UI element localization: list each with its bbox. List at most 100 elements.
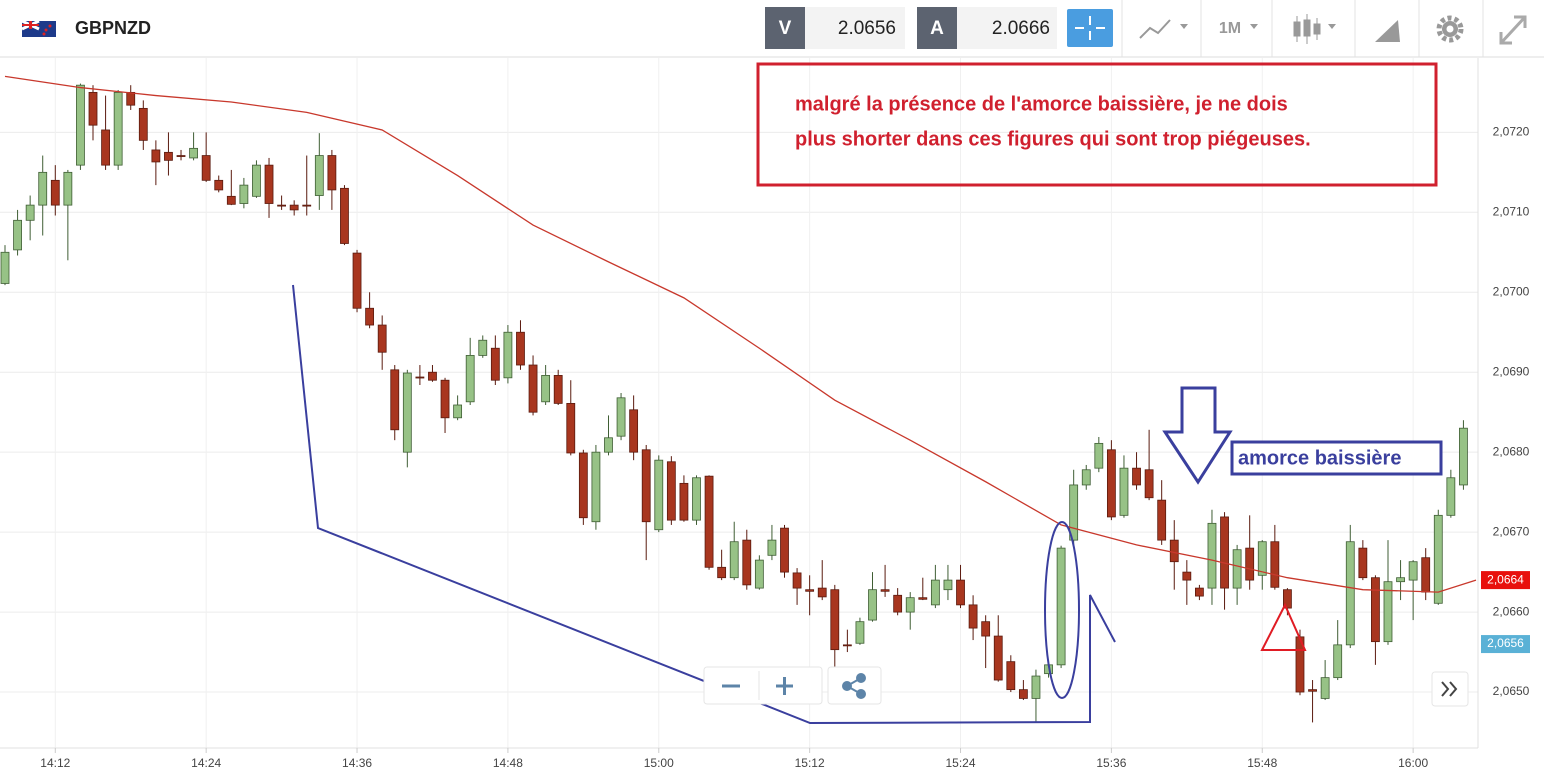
candle-body (842, 644, 852, 647)
y-tick-label: 2,0700 (1493, 284, 1530, 298)
candle-body (566, 402, 576, 454)
price-tag (1481, 571, 1530, 590)
y-tick-label: 2,0670 (1493, 524, 1530, 538)
candle-body (1308, 689, 1317, 692)
x-tick-label: 15:12 (795, 756, 825, 770)
x-tick-label: 14:12 (40, 756, 70, 770)
expand-button[interactable] (1499, 15, 1527, 45)
moving-average (4, 75, 1477, 593)
timeframe[interactable]: 1M (1219, 20, 1241, 37)
candle-body (390, 369, 400, 431)
candle-body (578, 452, 588, 519)
red-triangle (1260, 602, 1307, 651)
candle-body (1106, 449, 1116, 518)
share-icon (842, 673, 866, 699)
share-button[interactable] (827, 666, 882, 705)
ask-badge[interactable] (917, 7, 957, 49)
ask-box[interactable] (957, 7, 1057, 49)
candle-body (729, 541, 739, 579)
candle-body (264, 164, 274, 204)
candle-body (981, 621, 991, 637)
candle-body (189, 147, 198, 159)
candle-body (1371, 577, 1380, 643)
candle-body (591, 451, 601, 523)
price-tag-label: 2,0664 (1487, 572, 1524, 586)
candle-body (214, 179, 224, 191)
candle-body (1169, 539, 1179, 563)
candles-button[interactable] (1293, 14, 1336, 44)
candle-body (490, 347, 500, 381)
ask-price: 2.0666 (992, 18, 1050, 39)
candle-body (302, 204, 312, 207)
candle-body (1383, 581, 1393, 643)
ellipse-drawing (1044, 521, 1080, 699)
x-tick-label: 14:24 (191, 756, 221, 770)
flag (21, 19, 56, 37)
candle-body (352, 252, 362, 309)
candle-body (428, 371, 437, 381)
drawings (292, 284, 1307, 725)
candle-body (138, 107, 148, 141)
candle-body (503, 331, 513, 379)
candle-body (1018, 689, 1028, 699)
bid-box[interactable] (805, 7, 905, 49)
candle-body (654, 459, 664, 531)
candle-body (327, 155, 337, 191)
zoom-in[interactable] (776, 677, 793, 695)
candle-body (126, 91, 136, 106)
down-arrow (1162, 386, 1233, 485)
candle-body (1006, 661, 1016, 691)
candle-body (1408, 561, 1418, 581)
candle-body (1031, 675, 1041, 699)
note-line: malgré la présence de l'amorce baissière… (795, 93, 1288, 115)
candle-body (1195, 587, 1204, 597)
candle-body (101, 129, 110, 166)
candle-body (25, 204, 35, 221)
settings-button[interactable] (1436, 15, 1464, 43)
x-tick-label: 15:00 (644, 756, 674, 770)
candle-body (1119, 467, 1129, 516)
draw-button[interactable] (1375, 20, 1400, 42)
candle-body (993, 635, 1003, 681)
bid-badge[interactable] (765, 7, 805, 49)
candle-body (365, 307, 375, 326)
y-tick-label: 2,0650 (1493, 684, 1530, 698)
candle-body (704, 475, 714, 568)
candle-body (805, 589, 815, 592)
candle-body (1220, 516, 1229, 589)
candle-body (1320, 677, 1330, 699)
candle-body (402, 372, 412, 453)
candle-body (252, 164, 261, 197)
candle-body (453, 404, 463, 419)
y-tick-label: 2,0710 (1493, 204, 1530, 218)
candle-body (377, 324, 387, 353)
chart-type-button[interactable] (1139, 19, 1188, 39)
scroll-end-button[interactable] (1431, 671, 1469, 707)
candle-body (767, 539, 777, 556)
candle-body (76, 84, 85, 166)
note-box (756, 62, 1438, 187)
candle-body (88, 91, 98, 126)
crosshair-button[interactable] (1067, 9, 1113, 47)
candle-body (465, 355, 475, 403)
candle-body (478, 339, 488, 356)
candle-body (780, 527, 789, 573)
candle-body (314, 155, 324, 196)
candle-body (855, 621, 865, 644)
symbol: GBPNZD (75, 18, 151, 38)
candle-body (1358, 547, 1368, 579)
candle-body (1245, 547, 1255, 581)
candle-body (717, 566, 727, 579)
candle-body (1270, 541, 1280, 588)
timeframe-caret (1250, 24, 1258, 29)
candle-body (1333, 644, 1343, 679)
candle-body (151, 149, 161, 163)
y-tick-label: 2,0690 (1493, 364, 1530, 378)
candle-body (905, 597, 915, 613)
candle-body (415, 376, 425, 379)
x-tick-label: 15:48 (1247, 756, 1277, 770)
note-line: plus shorter dans ces figures qui sont t… (795, 128, 1311, 150)
candle-body (1056, 547, 1066, 666)
candle-body (956, 579, 965, 606)
